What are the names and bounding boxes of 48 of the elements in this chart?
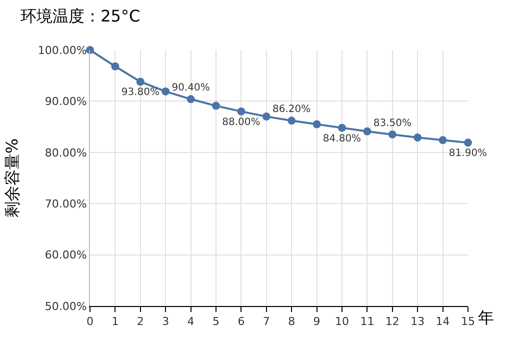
x-tick-label: 9 <box>313 315 320 328</box>
y-tick-label: 70.00% <box>44 197 87 210</box>
y-tick-label: 50.00% <box>44 300 87 313</box>
x-tick-label: 5 <box>212 315 220 328</box>
y-axis-title: 剩余容量% <box>2 138 22 218</box>
y-tick-label: 90.00% <box>44 95 87 108</box>
x-tick-label: 1 <box>112 315 119 328</box>
data-label: 90.40% <box>172 82 210 94</box>
point <box>86 46 94 54</box>
x-tick-label: 10 <box>335 315 349 328</box>
data-label: 86.20% <box>272 104 311 116</box>
point <box>136 78 144 86</box>
point <box>111 62 120 70</box>
data-label: 93.80% <box>121 87 160 98</box>
point <box>464 138 472 147</box>
point <box>414 134 422 142</box>
data-label: 88.00% <box>222 116 260 128</box>
y-tick-label: 80.00% <box>44 146 87 160</box>
point <box>288 116 296 125</box>
point <box>212 102 220 110</box>
x-axis-title: 年 <box>478 308 494 327</box>
point <box>388 130 396 138</box>
x-tick-label: 8 <box>288 315 296 328</box>
x-tick-label: 7 <box>262 315 270 328</box>
point <box>162 87 170 96</box>
point <box>237 107 246 116</box>
x-tick-label: 6 <box>238 315 245 328</box>
point <box>363 127 372 136</box>
x-tick-label: 15 <box>461 315 475 328</box>
x-tick-label: 3 <box>162 315 170 328</box>
x-tick-label: 14 <box>436 315 450 328</box>
x-tick-label: 0 <box>86 315 94 328</box>
x-tick-label: 12 <box>385 315 400 328</box>
data-label: 83.50% <box>373 118 412 129</box>
point <box>312 120 321 128</box>
x-tick-label: 2 <box>136 315 144 328</box>
chart-title: 环境温度：25°C <box>20 6 140 26</box>
point <box>186 95 195 104</box>
y-tick-label: 60.00% <box>44 248 87 262</box>
x-tick-label: 13 <box>410 315 425 328</box>
x-tick-label: 4 <box>187 315 194 328</box>
point <box>438 136 447 144</box>
point <box>338 124 346 132</box>
x-tick-label: 11 <box>360 315 374 328</box>
data-label: 84.80% <box>322 133 362 144</box>
y-tick-label: 100.00% <box>38 44 87 57</box>
point <box>262 112 270 121</box>
data-label: 81.90% <box>448 148 488 160</box>
